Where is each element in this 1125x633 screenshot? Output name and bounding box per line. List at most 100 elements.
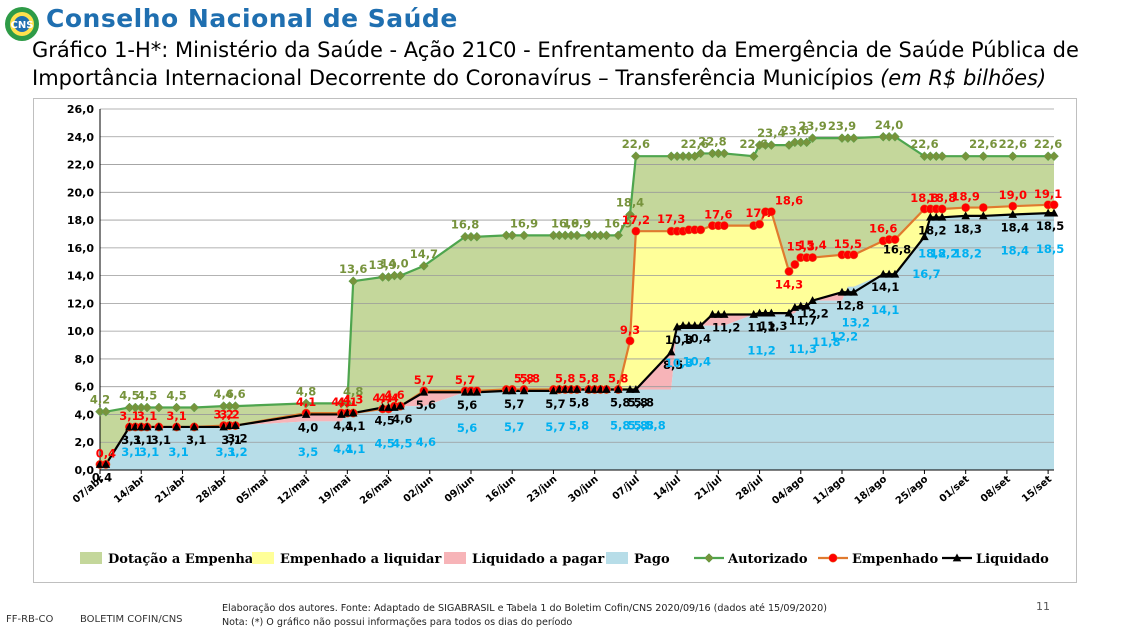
- y-tick-label: 4,0: [75, 408, 95, 421]
- marker-liquidado: [460, 387, 470, 396]
- label-liquidado: 5,8: [610, 395, 630, 409]
- marker-liquidado: [154, 422, 164, 431]
- label-pago: 4,1: [345, 442, 365, 456]
- x-tick-label: 12/mai: [276, 474, 312, 507]
- label-autorizado: 16,8: [451, 218, 479, 232]
- area-pago: [100, 213, 1054, 470]
- marker-liquidado: [719, 309, 729, 318]
- label-autorizado: 22,6: [622, 137, 650, 151]
- label-pago: 18,5: [1036, 242, 1064, 256]
- label-liquidado: 16,8: [883, 243, 911, 257]
- marker-autorizado: [472, 231, 482, 242]
- legend-item-liquidado: Liquidado: [942, 552, 1049, 567]
- marker-liquidado: [502, 386, 511, 395]
- marker-liquidado: [466, 387, 476, 396]
- marker-liquidado: [878, 269, 888, 278]
- label-autorizado: 22,8: [698, 134, 726, 148]
- label-pago: 11,3: [789, 342, 817, 356]
- x-tick-label: 23/jun: [525, 474, 559, 505]
- label-liquidado: 3,2: [227, 432, 247, 446]
- label-liquidado: 3,1: [221, 433, 241, 447]
- marker-empenhado: [696, 225, 706, 235]
- label-autorizado: 22,6: [999, 137, 1027, 151]
- legend-swatch: [80, 552, 102, 564]
- y-tick-label: 10,0: [67, 325, 94, 338]
- marker-autorizado: [960, 151, 971, 162]
- label-liquidado: 4,6: [392, 412, 412, 426]
- marker-liquidado: [602, 384, 611, 393]
- marker-liquidado: [231, 421, 240, 429]
- marker-liquidado: [843, 287, 853, 296]
- marker-autorizado: [978, 151, 989, 162]
- label-pago: 13,2: [842, 316, 870, 330]
- marker-liquidado: [1008, 210, 1018, 218]
- label-liquidado: 11,3: [759, 319, 787, 333]
- marker-autorizado: [230, 401, 241, 411]
- label-empenhado: 18,8: [910, 191, 938, 205]
- label-pago: 3,1: [215, 445, 235, 459]
- label-pago: 3,1: [139, 445, 159, 459]
- marker-empenhado: [719, 221, 729, 231]
- label-liquidado: 8,5: [663, 358, 683, 372]
- marker-liquidado: [696, 321, 705, 329]
- label-autorizado: 4,8: [296, 384, 316, 398]
- label-pago: 18,2: [953, 246, 981, 260]
- y-tick-label: 8,0: [75, 353, 95, 366]
- x-tick-label: 07/jul: [611, 474, 642, 503]
- x-tick-label: 14/jul: [652, 474, 683, 503]
- label-pago: 3,1: [121, 445, 141, 459]
- label-pago: 5,8: [569, 418, 589, 432]
- label-pago: 3,5: [298, 445, 318, 459]
- marker-liquidado: [849, 287, 859, 296]
- marker-empenhado: [1049, 200, 1059, 210]
- marker-empenhado: [937, 204, 947, 214]
- label-autorizado: 16,9: [563, 216, 591, 230]
- marker-autorizado: [101, 406, 111, 417]
- marker-autorizado: [613, 230, 624, 241]
- y-tick-label: 6,0: [75, 381, 95, 394]
- marker-liquidado: [937, 212, 947, 221]
- y-tick-label: 14,0: [67, 270, 94, 283]
- chart-container: 0,0 2,0 4,0 6,0 8,0 10,0 12,0 14,0 16,0 18,0 20,0 2…: [33, 98, 1077, 583]
- label-empenhado: 4,1: [296, 395, 316, 409]
- legend-label: Empenhado: [852, 552, 938, 567]
- marker-autorizado: [189, 402, 200, 413]
- y-tick-label: 18,0: [67, 214, 94, 227]
- x-tick-label: 04/ago: [770, 474, 807, 507]
- x-tick-label: 05/mai: [235, 474, 271, 507]
- label-empenhado: 5,8: [555, 371, 575, 385]
- line-autorizado: [100, 135, 1054, 413]
- marker-liquidado: [572, 384, 582, 393]
- marker-empenhado: [631, 226, 641, 236]
- label-empenhado: 15,4: [798, 238, 826, 252]
- marker-liquidado: [1049, 208, 1059, 217]
- marker-empenhado: [961, 203, 971, 213]
- x-tick-label: 30/jun: [567, 474, 601, 505]
- label-autorizado: 23,9: [798, 119, 826, 133]
- x-tick-label: 21/abr: [153, 474, 188, 506]
- label-liquidado: 12,8: [836, 298, 864, 312]
- label-empenhado: 3,2: [219, 408, 239, 422]
- marker-liquidado: [472, 387, 482, 396]
- marker-liquidado: [767, 308, 776, 317]
- marker-empenhado: [625, 336, 635, 346]
- legend-label: Liquidado: [976, 552, 1049, 567]
- label-liquidado: 14,1: [871, 280, 899, 294]
- label-empenhado: 3,2: [213, 408, 233, 422]
- y-tick-label: 12,0: [67, 297, 94, 310]
- label-pago: 11,8: [812, 335, 840, 349]
- label-empenhado: 3,1: [137, 409, 157, 423]
- marker-liquidado: [979, 211, 988, 220]
- logo-text: CNS: [11, 20, 34, 31]
- legend-item-autorizado: Autorizado: [694, 552, 808, 567]
- label-autorizado: 14,0: [380, 257, 408, 271]
- label-empenhado: 3,1: [119, 409, 139, 423]
- marker-empenhado: [755, 219, 765, 229]
- marker-liquidado: [890, 269, 900, 278]
- marker-autorizado: [625, 209, 635, 220]
- cns-logo-icon: CNS: [5, 7, 39, 41]
- label-autorizado: 16,9: [510, 216, 538, 230]
- label-pago: 4,6: [416, 435, 436, 449]
- label-liquidado: 4,1: [333, 419, 353, 433]
- marker-liquidado: [519, 386, 529, 395]
